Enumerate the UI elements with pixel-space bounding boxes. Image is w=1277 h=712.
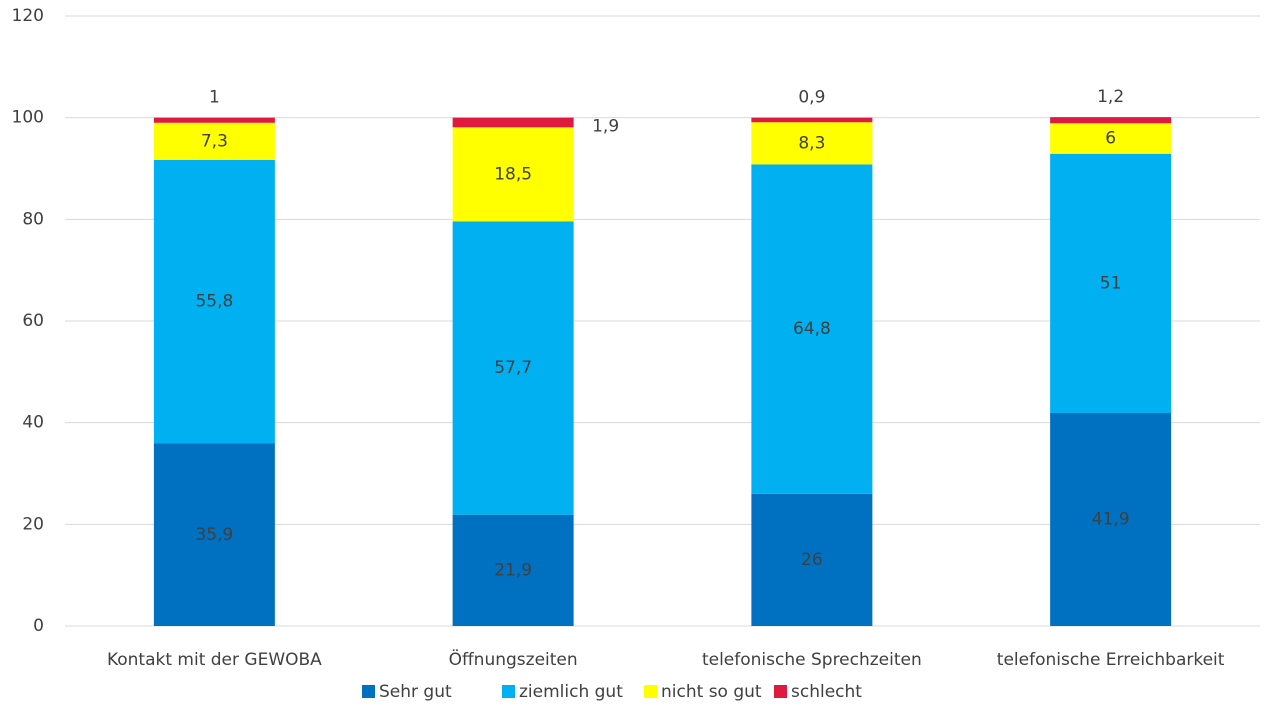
data-label: 0,9 [798,88,825,108]
data-label: 7,3 [201,131,228,151]
x-tick-label: Kontakt mit der GEWOBA [107,650,322,670]
x-tick-label: telefonische Erreichbarkeit [997,650,1225,670]
bar-segment [751,164,873,494]
y-tick-label: 120 [12,6,44,26]
y-tick-label: 100 [12,108,44,128]
data-label: 55,8 [195,292,233,312]
legend-swatch [774,685,787,698]
bar-segment [153,117,275,123]
legend-label: ziemlich gut [519,682,623,702]
data-label: 51 [1100,273,1122,293]
y-tick-label: 60 [22,311,44,331]
legend-label: schlecht [791,682,862,702]
bar-segment [751,122,873,165]
data-label: 6 [1105,129,1116,149]
y-tick-label: 40 [22,413,44,433]
bar-segment [153,122,275,160]
data-label: 18,5 [494,164,532,184]
data-label: 1,9 [592,117,619,137]
y-tick-label: 20 [22,514,44,534]
bar-segment [153,443,275,626]
x-tick-label: telefonische Sprechzeiten [702,650,922,670]
data-label: 64,8 [793,319,831,339]
legend-swatch [502,685,515,698]
data-label: 26 [801,550,823,570]
bar-segment [452,127,574,222]
bar-segment [1050,123,1172,154]
bar-segment [1050,413,1172,626]
bar-segment [1050,153,1172,414]
data-label: 57,7 [494,358,532,378]
data-label: 35,9 [195,525,233,545]
bar-segment [153,159,275,444]
bar-segment [1050,117,1172,124]
legend-label: Sehr gut [379,682,452,702]
bar-segment [452,117,574,128]
legend-swatch [644,685,657,698]
legend-label: nicht so gut [661,682,762,702]
data-label: 8,3 [798,133,825,153]
data-label: 21,9 [494,560,532,580]
y-tick-label: 80 [22,209,44,229]
data-label: 41,9 [1092,510,1130,530]
x-tick-label: Öffnungszeiten [449,648,578,670]
legend-swatch [362,685,375,698]
data-label: 1 [209,88,220,108]
bar-segment [452,221,574,515]
bar-segment [751,493,873,626]
data-label: 1,2 [1097,87,1124,107]
bar-segment [751,117,873,123]
y-tick-label: 0 [33,616,44,636]
bar-segment [452,514,574,626]
